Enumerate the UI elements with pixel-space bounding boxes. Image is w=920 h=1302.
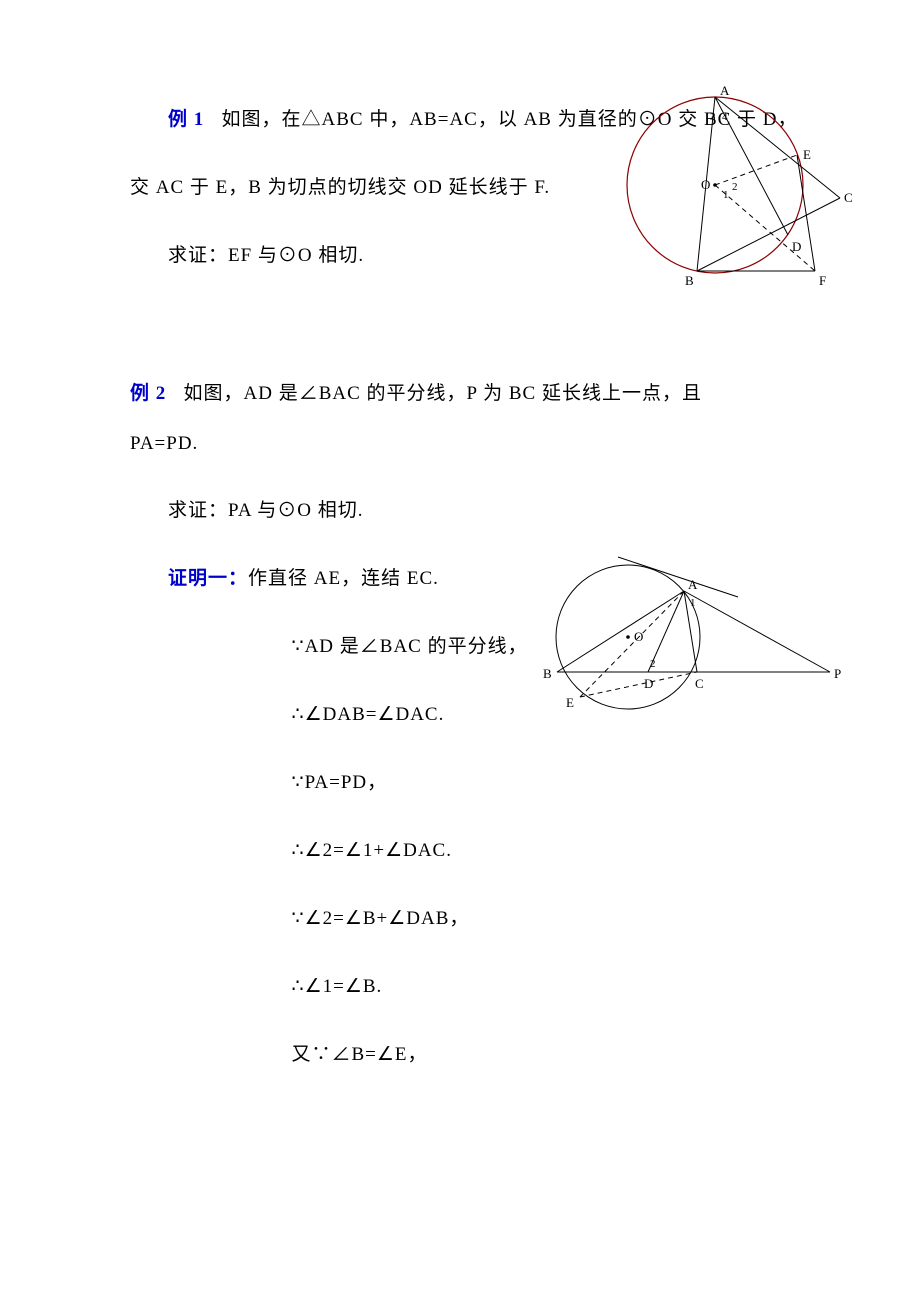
example-2-statement: 例 2 如图，AD 是∠BAC 的平分线，P 为 BC 延长线上一点，且 bbox=[130, 374, 800, 414]
svg-text:4: 4 bbox=[722, 111, 728, 123]
svg-text:1: 1 bbox=[723, 189, 729, 201]
svg-text:E: E bbox=[566, 695, 574, 710]
svg-text:D: D bbox=[644, 676, 653, 691]
svg-text:B: B bbox=[543, 666, 552, 681]
figure-1-container: ABEDCFO3412 bbox=[625, 90, 840, 295]
proof-step: ∵∠2=∠B+∠DAB， bbox=[292, 899, 801, 939]
svg-text:B: B bbox=[685, 273, 694, 288]
proof-step: 又∵∠B=∠E， bbox=[292, 1035, 801, 1075]
example-1-block: 例 1 如图，在△ABC 中，AB=AC，以 AB 为直径的⊙O 交 BC 于 … bbox=[130, 100, 800, 276]
proof-step: ∴∠1=∠B. bbox=[292, 967, 801, 1007]
svg-text:1: 1 bbox=[690, 597, 696, 609]
svg-text:O: O bbox=[701, 177, 710, 192]
svg-text:2: 2 bbox=[650, 658, 656, 670]
figure-2-container: A B D C P E O 1 2 bbox=[530, 559, 850, 734]
example-1-label: 例 1 bbox=[168, 109, 204, 130]
example-2-text-a: 如图，AD 是∠BAC 的平分线，P 为 BC 延长线上一点，且 bbox=[184, 383, 702, 404]
svg-text:O: O bbox=[634, 629, 643, 644]
svg-text:C: C bbox=[695, 676, 704, 691]
proof-step: ∵PA=PD， bbox=[292, 763, 801, 803]
proof-1-line1: 作直径 AE，连结 EC. bbox=[248, 568, 439, 589]
svg-text:E: E bbox=[803, 147, 811, 162]
example-2-block: 例 2 如图，AD 是∠BAC 的平分线，P 为 BC 延长线上一点，且 PA=… bbox=[130, 374, 800, 1075]
svg-text:F: F bbox=[819, 273, 826, 288]
svg-text:D: D bbox=[792, 239, 801, 254]
figure-1-svg: ABEDCFO3412 bbox=[625, 90, 840, 290]
proof-step: ∴∠2=∠1+∠DAC. bbox=[292, 831, 801, 871]
figure-2-svg: A B D C P E O 1 2 bbox=[530, 559, 850, 729]
svg-text:2: 2 bbox=[732, 181, 738, 193]
spacer bbox=[130, 304, 800, 374]
example-2-task: 求证：PA 与⊙O 相切. bbox=[130, 491, 800, 531]
svg-text:P: P bbox=[834, 666, 841, 681]
svg-text:A: A bbox=[720, 83, 730, 98]
svg-text:A: A bbox=[688, 577, 698, 592]
example-2-label: 例 2 bbox=[130, 383, 166, 404]
svg-text:3: 3 bbox=[710, 111, 716, 123]
example-2-text-b: PA=PD. bbox=[130, 424, 800, 464]
svg-text:C: C bbox=[844, 190, 853, 205]
proof-1-label: 证明一： bbox=[168, 568, 248, 589]
